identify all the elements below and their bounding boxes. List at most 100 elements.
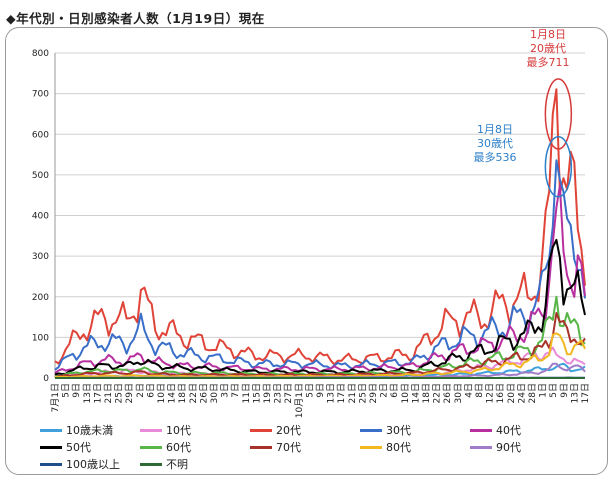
x-tick-label: 17日 xyxy=(336,383,347,403)
x-tick-label: 13日 xyxy=(569,383,580,403)
x-tick-label: 9日 xyxy=(559,383,570,398)
peak-circle xyxy=(544,136,573,198)
x-tick-label: 11日 xyxy=(241,383,252,403)
x-tick-label: 13日 xyxy=(326,383,337,403)
x-tick-label: 25日 xyxy=(357,383,368,403)
x-tick-label: 29日 xyxy=(368,383,379,403)
legend-swatch xyxy=(470,428,492,432)
series-line xyxy=(54,159,586,371)
x-tick-label: 4日 xyxy=(463,383,474,398)
y-tick-label: 0 xyxy=(43,374,49,384)
x-tick-label: 6日 xyxy=(389,383,400,398)
x-tick-label: 26日 xyxy=(442,383,453,403)
y-tick-label: 300 xyxy=(32,252,49,262)
legend-swatch xyxy=(360,445,382,449)
legend-item: 10代 xyxy=(140,422,191,438)
x-tick-label: 26日 xyxy=(198,383,209,403)
x-tick-label: 14日 xyxy=(167,383,178,403)
x-tick-label: 10日 xyxy=(400,383,411,403)
legend-label: 10代 xyxy=(166,424,191,437)
x-tick-label: 7月1日 xyxy=(50,383,61,412)
y-tick-label: 400 xyxy=(32,212,49,222)
annotation-text: 30歳代 xyxy=(477,137,513,150)
legend-item: 20代 xyxy=(250,422,301,438)
legend-label: 30代 xyxy=(386,424,411,437)
x-tick-label: 29日 xyxy=(124,383,135,403)
x-tick-label: 22日 xyxy=(188,383,199,403)
chart-title: ◆年代別・日別感染者人数（1月19日）現在 xyxy=(6,11,265,26)
legend-label: 70代 xyxy=(276,441,301,454)
y-tick-label: 700 xyxy=(32,90,49,100)
x-tick-label: 10日 xyxy=(156,383,167,403)
legend-swatch xyxy=(250,428,272,432)
series-line xyxy=(54,88,586,366)
legend-item: 不明 xyxy=(140,456,188,472)
legend-label: 60代 xyxy=(166,441,191,454)
x-tick-label: 21日 xyxy=(103,383,114,403)
legend-label: 100歳以上 xyxy=(66,458,120,471)
series-line xyxy=(54,295,586,378)
legend-item: 30代 xyxy=(360,422,411,438)
x-tick-label: 6日 xyxy=(145,383,156,398)
x-tick-label: 23日 xyxy=(273,383,284,403)
x-tick-label: 22日 xyxy=(432,383,443,403)
y-tick-label: 500 xyxy=(32,171,49,181)
x-tick-label: 9日 xyxy=(315,383,326,398)
chart-frame xyxy=(5,27,608,475)
legend-label: 80代 xyxy=(386,441,411,454)
gridlines xyxy=(54,52,585,379)
x-tick-label: 10月1日 xyxy=(294,383,305,418)
annotation-text: 最多536 xyxy=(474,150,517,164)
legend-label: 90代 xyxy=(496,441,521,454)
x-tick-label: 18日 xyxy=(177,383,188,403)
x-tick-label: 19日 xyxy=(262,383,273,403)
x-tick-label: 17日 xyxy=(92,383,103,403)
legend-swatch xyxy=(40,462,62,466)
legend-swatch xyxy=(40,428,62,432)
legend-label: 20代 xyxy=(276,424,301,437)
x-tick-label: 21日 xyxy=(347,383,358,403)
series-line xyxy=(54,312,586,378)
x-tick-label: 14日 xyxy=(410,383,421,403)
legend-label: 40代 xyxy=(496,424,521,437)
legend-item: 60代 xyxy=(140,439,191,455)
x-tick-label: 8日 xyxy=(474,383,485,398)
annotation-text: 最多711 xyxy=(527,55,570,69)
legend-label: 50代 xyxy=(66,441,91,454)
x-tick-label: 18日 xyxy=(421,383,432,403)
x-tick-label: 20日 xyxy=(506,383,517,403)
x-tick-label: 1日 xyxy=(538,383,549,398)
x-tick-label: 25日 xyxy=(114,383,125,403)
legend-swatch xyxy=(140,445,162,449)
x-tick-label: 2日 xyxy=(379,383,390,398)
legend-swatch xyxy=(140,462,162,466)
legend-swatch xyxy=(140,428,162,432)
x-tick-label: 16日 xyxy=(495,383,506,403)
y-tick-label: 200 xyxy=(32,293,49,303)
x-tick-label: 2日 xyxy=(135,383,146,398)
y-tick-label: 600 xyxy=(32,130,49,140)
peak-circle xyxy=(544,78,573,150)
legend-item: 100歳以上 xyxy=(40,456,120,472)
legend-item: 70代 xyxy=(250,439,301,455)
legend-item: 10歳未満 xyxy=(40,422,113,438)
legend-label: 10歳未満 xyxy=(66,424,113,437)
x-tick-label: 30日 xyxy=(453,383,464,403)
legend-swatch xyxy=(470,445,492,449)
legend-label: 不明 xyxy=(166,458,188,471)
x-tick-label: 5日 xyxy=(548,383,559,398)
x-tick-label: 3日 xyxy=(220,383,231,398)
x-tick-label: 5日 xyxy=(61,383,72,398)
x-tick-label: 24日 xyxy=(516,383,527,403)
x-tick-label: 17日 xyxy=(580,383,591,403)
legend-item: 90代 xyxy=(470,439,521,455)
x-tick-label: 30日 xyxy=(209,383,220,403)
legend-swatch xyxy=(250,445,272,449)
series-line xyxy=(54,184,586,374)
legend-item: 50代 xyxy=(40,439,91,455)
annotation-text: 20歳代 xyxy=(530,42,566,55)
y-tick-label: 800 xyxy=(32,49,49,59)
x-tick-label: 5日 xyxy=(304,383,315,398)
